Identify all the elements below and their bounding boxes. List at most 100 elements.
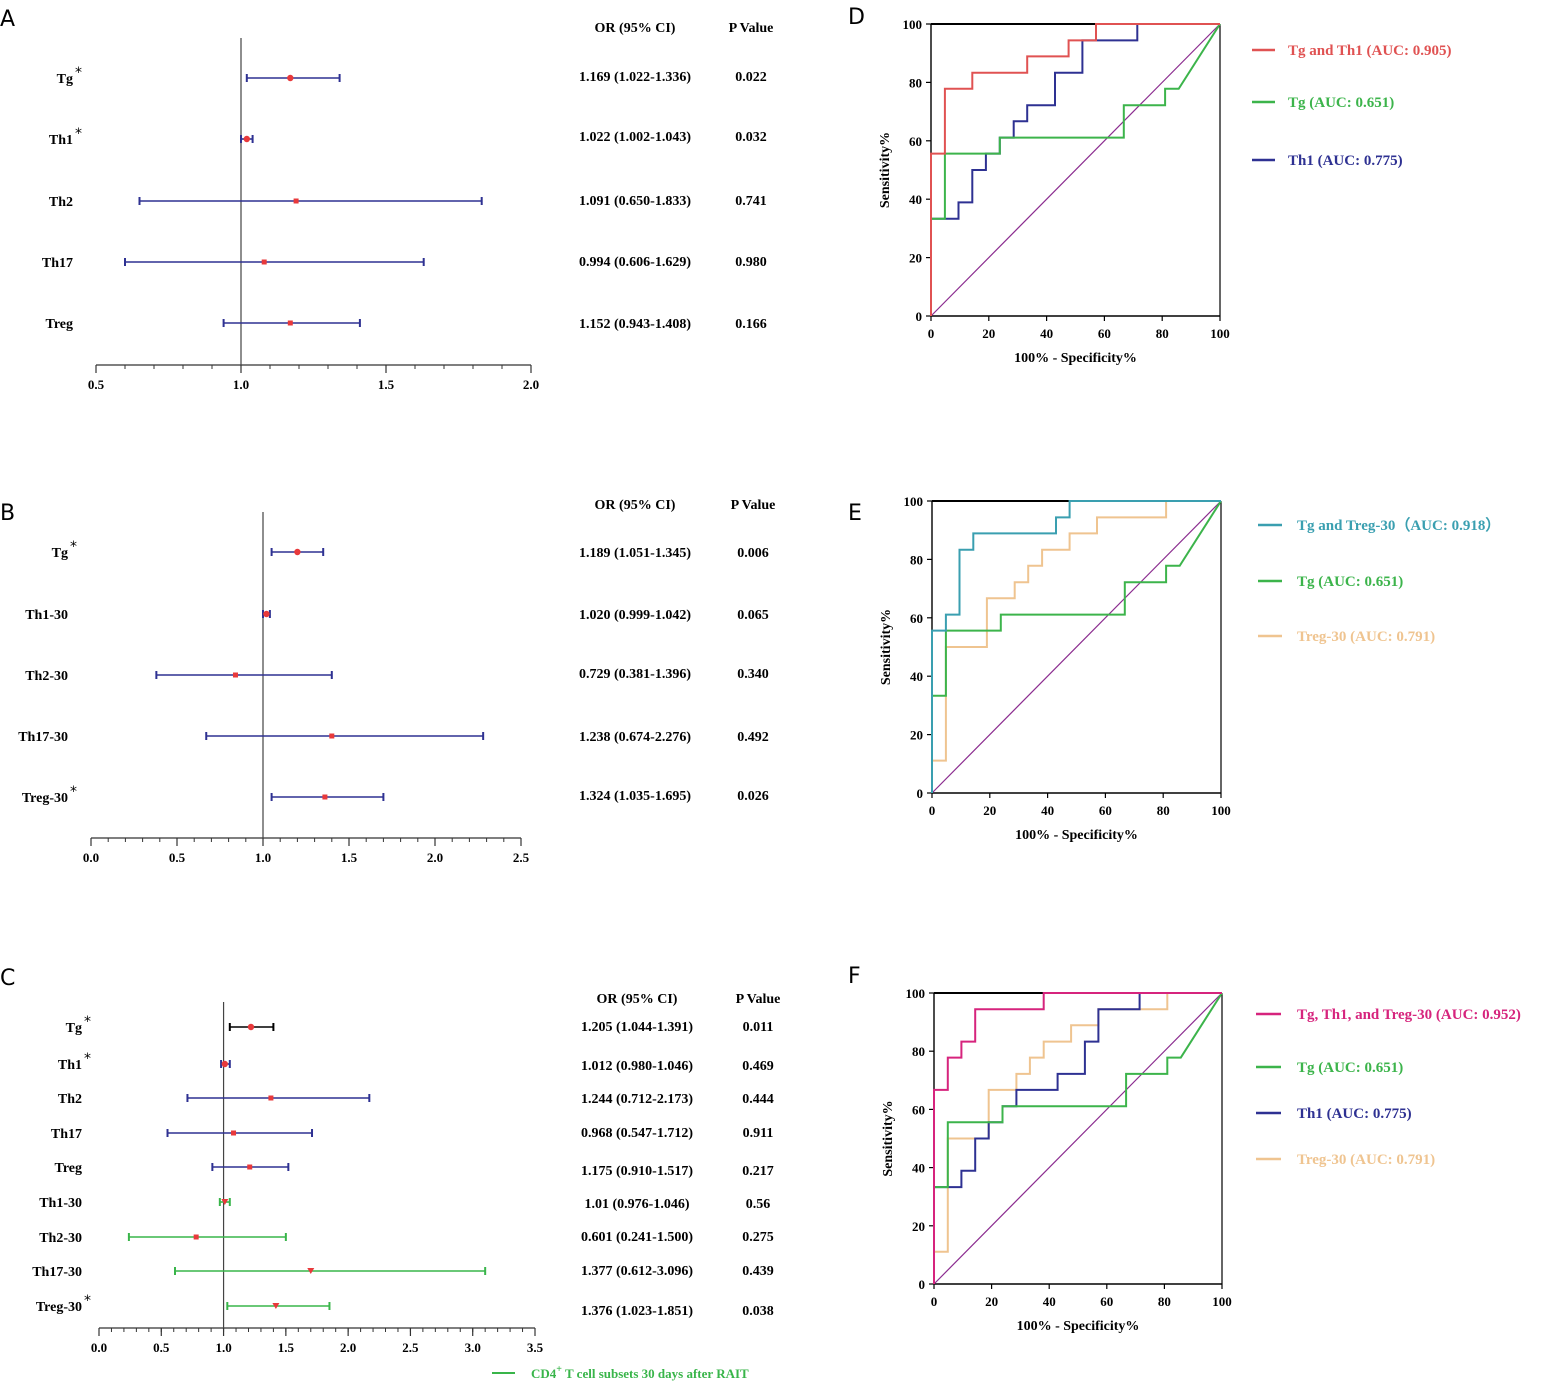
diagonal-reference-line (931, 500, 1222, 794)
p-value: 0.492 (737, 730, 769, 745)
row-label: Th1-30 (25, 608, 68, 623)
y-tick-label: 60 (909, 134, 922, 149)
or-ci-value: 1.205 (1.044-1.391) (581, 1020, 693, 1035)
p-value: 0.166 (735, 317, 767, 332)
p-value: 0.006 (737, 546, 769, 561)
or-ci-value: 1.324 (1.035-1.695) (579, 789, 691, 804)
row-label: Th1-30 (39, 1196, 82, 1211)
significance-star: * (70, 539, 77, 555)
row-label: Treg-30 (36, 1300, 82, 1315)
or-point (247, 1164, 253, 1170)
x-tick-label: 20 (983, 803, 996, 818)
or-point (193, 1234, 199, 1240)
or-point (231, 1130, 237, 1136)
row-label: Treg (55, 1161, 82, 1176)
row-label: Tg (57, 72, 73, 87)
panel-letter-F: F (848, 964, 861, 989)
y-tick-label: 60 (912, 1102, 925, 1117)
significance-star: * (84, 1051, 91, 1067)
y-tick-label: 20 (912, 1219, 925, 1234)
or-point (294, 548, 301, 556)
x-tick-label: 0 (928, 326, 935, 341)
x-tick-label: 80 (1156, 326, 1169, 341)
x-tick-label: 1.0 (255, 850, 271, 865)
or-ci-value: 1.169 (1.022-1.336) (579, 70, 691, 85)
row-label: Th2 (58, 1092, 82, 1107)
y-tick-label: 20 (910, 728, 923, 743)
y-tick-label: 100 (903, 17, 923, 32)
p-value: 0.275 (742, 1230, 774, 1245)
x-tick-label: 40 (1040, 326, 1053, 341)
p-value: 0.469 (742, 1059, 774, 1074)
x-tick-label: 1.5 (278, 1340, 295, 1355)
p-value: 0.032 (735, 130, 767, 145)
significance-star: * (75, 65, 82, 81)
legend-label: Th1 (AUC: 0.775) (1288, 153, 1403, 169)
or-ci-value: 0.994 (0.606-1.629) (579, 255, 691, 270)
y-axis-title: Sensitivity% (879, 609, 894, 685)
or-ci-value: 1.175 (0.910-1.517) (581, 1164, 693, 1179)
or-ci-value: 0.601 (0.241-1.500) (581, 1230, 693, 1245)
row-label: Th17 (51, 1127, 82, 1142)
significance-star: * (70, 784, 77, 800)
significance-star: * (75, 126, 82, 142)
y-axis-title: Sensitivity% (881, 1100, 896, 1176)
legend-note: CD4+ T cell subsets 30 days after RAIT (531, 1364, 749, 1381)
p-value: 0.217 (742, 1164, 774, 1179)
y-tick-label: 100 (906, 986, 926, 1001)
roc-curve (930, 23, 1221, 316)
row-label: Th2 (49, 195, 73, 210)
x-tick-label: 1.5 (378, 377, 395, 392)
x-axis-title: 100% - Specificity% (1014, 351, 1137, 366)
x-tick-label: 2.0 (340, 1340, 356, 1355)
p-value: 0.022 (735, 70, 767, 85)
x-tick-label: 0 (929, 803, 936, 818)
panel-letter-C: C (0, 966, 15, 991)
or-point (322, 794, 328, 800)
x-tick-label: 100 (1212, 1294, 1232, 1309)
y-tick-label: 40 (910, 669, 923, 684)
or-point (287, 74, 294, 82)
p-value: 0.065 (737, 608, 769, 623)
p-value: 0.340 (737, 667, 769, 682)
x-tick-label: 60 (1099, 803, 1112, 818)
y-tick-label: 80 (912, 1044, 925, 1059)
panel-letter-B: B (0, 501, 15, 526)
x-tick-label: 60 (1098, 326, 1111, 341)
legend-label: Tg (AUC: 0.651) (1297, 1060, 1403, 1076)
x-tick-label: 2.5 (513, 850, 530, 865)
diagonal-reference-line (933, 992, 1223, 1285)
roc-curve (930, 23, 1220, 316)
or-point (243, 135, 250, 143)
p-value: 0.980 (735, 255, 767, 270)
panel-letter-A: A (0, 7, 15, 32)
legend-label: Treg-30 (AUC: 0.791) (1297, 629, 1435, 645)
x-tick-label: 2.0 (523, 377, 539, 392)
or-point (268, 1095, 274, 1101)
y-tick-label: 0 (919, 1277, 926, 1292)
or-header: OR (95% CI) (595, 498, 676, 513)
x-tick-label: 0.0 (83, 850, 99, 865)
row-label: Treg-30 (22, 791, 68, 806)
or-ci-value: 1.01 (0.976-1.046) (585, 1197, 690, 1212)
row-label: Th17 (42, 256, 73, 271)
y-tick-label: 60 (910, 611, 923, 626)
or-point (263, 610, 270, 618)
x-axis-title: 100% - Specificity% (1015, 828, 1138, 843)
or-point (261, 259, 267, 265)
legend-note-main: CD4 (531, 1366, 557, 1381)
p-value: 0.56 (746, 1197, 771, 1212)
row-label: Treg (46, 317, 73, 332)
x-tick-label: 40 (1043, 1294, 1056, 1309)
or-ci-value: 1.022 (1.002-1.043) (579, 130, 691, 145)
or-ci-value: 1.091 (0.650-1.833) (579, 194, 691, 209)
x-tick-label: 80 (1158, 1294, 1171, 1309)
row-label: Th17-30 (18, 730, 68, 745)
or-ci-value: 1.244 (0.712-2.173) (581, 1092, 693, 1107)
or-ci-value: 1.238 (0.674-2.276) (579, 730, 691, 745)
row-label: Th17-30 (32, 1265, 82, 1280)
or-ci-value: 1.152 (0.943-1.408) (579, 317, 691, 332)
x-tick-label: 80 (1157, 803, 1170, 818)
legend-label: Tg and Treg-30（AUC: 0.918） (1297, 516, 1500, 534)
or-point (329, 733, 335, 739)
